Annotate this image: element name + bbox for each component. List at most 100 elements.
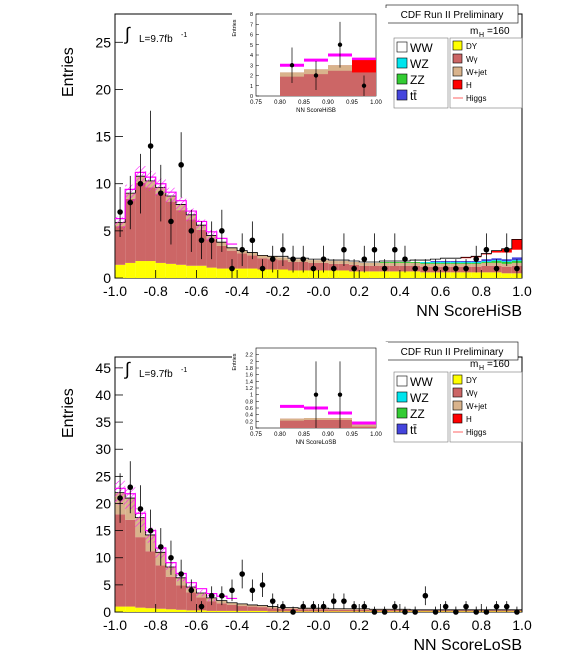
stack-bar-W-10 bbox=[216, 245, 227, 269]
stack-bar-W+jet-12 bbox=[237, 603, 248, 607]
stack-bar-DY-24 bbox=[359, 271, 370, 278]
inset-x-axis-label: NN ScoreLoSB bbox=[296, 440, 337, 446]
uncertainty-band-8 bbox=[196, 589, 207, 597]
legend-label-0: WW bbox=[410, 375, 433, 389]
inset-panel: 0 1 2 3 4 5 6 7 8 0.75 0.80 0.85 0.90 0.95 1.00 NN Scor… bbox=[232, 8, 388, 124]
stack-bar-DY-18 bbox=[298, 270, 309, 278]
legend-label-1: WZ bbox=[410, 57, 429, 71]
x-tick-label-9: 0.8 bbox=[472, 283, 492, 299]
legend-label-8: Higgs bbox=[466, 94, 486, 103]
data-point-24 bbox=[361, 256, 368, 262]
stack-bar-DY-6 bbox=[176, 609, 187, 612]
stack-bar-DY-25 bbox=[369, 271, 380, 278]
chart-title: CDF Run II Preliminary bbox=[401, 10, 504, 21]
data-point-18 bbox=[300, 603, 307, 610]
inset-data-point-1 bbox=[313, 392, 319, 397]
stack-bar-W-38 bbox=[501, 266, 512, 274]
stack-bar-W-0 bbox=[115, 226, 126, 265]
stack-bar-DY-2 bbox=[135, 261, 146, 278]
stack-bar-DY-21 bbox=[328, 611, 339, 612]
data-point-35 bbox=[473, 256, 480, 262]
stack-bar-DY-9 bbox=[206, 610, 217, 612]
y-tick-label-1: 5 bbox=[103, 223, 111, 239]
data-point-23 bbox=[351, 603, 357, 610]
data-point-32 bbox=[442, 603, 449, 610]
x-tick-label-10: 1.0 bbox=[512, 617, 532, 633]
data-point-13 bbox=[249, 587, 256, 594]
x-tick-label-6: 0.2 bbox=[349, 283, 369, 299]
stack-bar-WW-39 bbox=[511, 249, 522, 258]
data-point-0 bbox=[117, 209, 123, 215]
inset-x-tick-label-1: 0.80 bbox=[274, 100, 286, 106]
inset-x-tick-label-5: 1.00 bbox=[370, 432, 382, 438]
inset-y-tick-label-7: 1.4 bbox=[245, 379, 253, 385]
data-point-16 bbox=[280, 246, 286, 253]
stack-bar-DY-10 bbox=[216, 610, 227, 612]
data-point-4 bbox=[157, 190, 164, 196]
chart-title: CDF Run II Preliminary bbox=[401, 347, 504, 358]
stack-bar-H-37 bbox=[491, 250, 502, 253]
x-axis-label: NN ScoreLoSB bbox=[414, 637, 523, 654]
data-point-30 bbox=[422, 592, 429, 599]
inset-x-axis-label: NN ScoreHiSB bbox=[296, 108, 336, 114]
y-tick-label-6: 30 bbox=[95, 441, 111, 457]
stack-bar-DY-35 bbox=[471, 272, 482, 278]
legend-swatch-3 bbox=[396, 89, 408, 101]
data-point-29 bbox=[412, 265, 418, 272]
x-tick-label-5: -0.0 bbox=[306, 617, 330, 633]
x-tick-label-4: -0.2 bbox=[266, 617, 290, 633]
inset-y-tick-label-6: 6 bbox=[250, 33, 253, 39]
legend-label-5: Wγ bbox=[466, 389, 478, 398]
stack-bar-H-34 bbox=[460, 257, 472, 259]
data-point-9 bbox=[208, 592, 215, 599]
inset-data-point-2 bbox=[337, 42, 343, 47]
data-point-12 bbox=[239, 571, 245, 577]
inset-y-tick-label-11: 2.2 bbox=[245, 353, 253, 359]
inset-x-tick-label-0: 0.75 bbox=[250, 432, 262, 438]
stack-bar-W+jet-22 bbox=[338, 608, 350, 610]
stack-bar-DY-4 bbox=[155, 608, 166, 612]
data-point-15 bbox=[269, 256, 276, 262]
data-point-5 bbox=[168, 554, 174, 561]
x-tick-label-6: 0.2 bbox=[349, 617, 369, 633]
x-tick-label-8: 0.6 bbox=[431, 617, 451, 633]
stack-bar-DY-16 bbox=[277, 269, 288, 278]
y-tick-label-3: 15 bbox=[95, 523, 111, 539]
inset-x-tick-label-2: 0.85 bbox=[298, 432, 310, 438]
stack-bar-DY-15 bbox=[267, 611, 278, 612]
data-point-16 bbox=[280, 603, 286, 610]
data-point-22 bbox=[341, 246, 347, 253]
stack-bar-DY-13 bbox=[247, 268, 258, 278]
legend-label-3: tt̄ bbox=[410, 423, 417, 437]
stack-bar-H-39 bbox=[511, 239, 522, 250]
data-point-3 bbox=[147, 143, 154, 149]
y-tick-label-5: 25 bbox=[95, 34, 111, 50]
data-point-6 bbox=[178, 162, 184, 168]
data-point-14 bbox=[259, 582, 266, 588]
mass-label: m bbox=[470, 359, 478, 370]
inset-y-tick-label-0: 0 bbox=[250, 94, 253, 100]
stack-bar-W-15 bbox=[267, 608, 278, 612]
inset-stack-top-0 bbox=[280, 418, 304, 421]
legend-swatch-4 bbox=[452, 40, 463, 51]
stack-bar-W-9 bbox=[206, 601, 217, 611]
y-tick-label-4: 20 bbox=[95, 495, 111, 511]
data-point-15 bbox=[269, 598, 276, 604]
x-tick-label-0: -1.0 bbox=[103, 617, 127, 633]
inset-x-tick-label-5: 1.00 bbox=[370, 100, 382, 106]
inset-y-tick-label-3: 3 bbox=[250, 63, 253, 69]
data-point-31 bbox=[432, 265, 439, 272]
stack-bar-DY-8 bbox=[196, 265, 207, 278]
stack-bar-W-4 bbox=[155, 194, 166, 263]
inset-stack-0 bbox=[280, 418, 304, 428]
mass-subscript: H bbox=[479, 365, 484, 372]
stack-bar-W+jet-11 bbox=[226, 247, 238, 251]
lumi-superscript: -1 bbox=[181, 367, 187, 374]
x-tick-label-7: 0.4 bbox=[390, 617, 410, 633]
lumi-label: L=9.7fb bbox=[139, 369, 173, 380]
inset-stack-top-3 bbox=[352, 424, 376, 427]
stack-bar-DY-14 bbox=[257, 610, 268, 612]
stack-bar-W-7 bbox=[186, 592, 197, 611]
